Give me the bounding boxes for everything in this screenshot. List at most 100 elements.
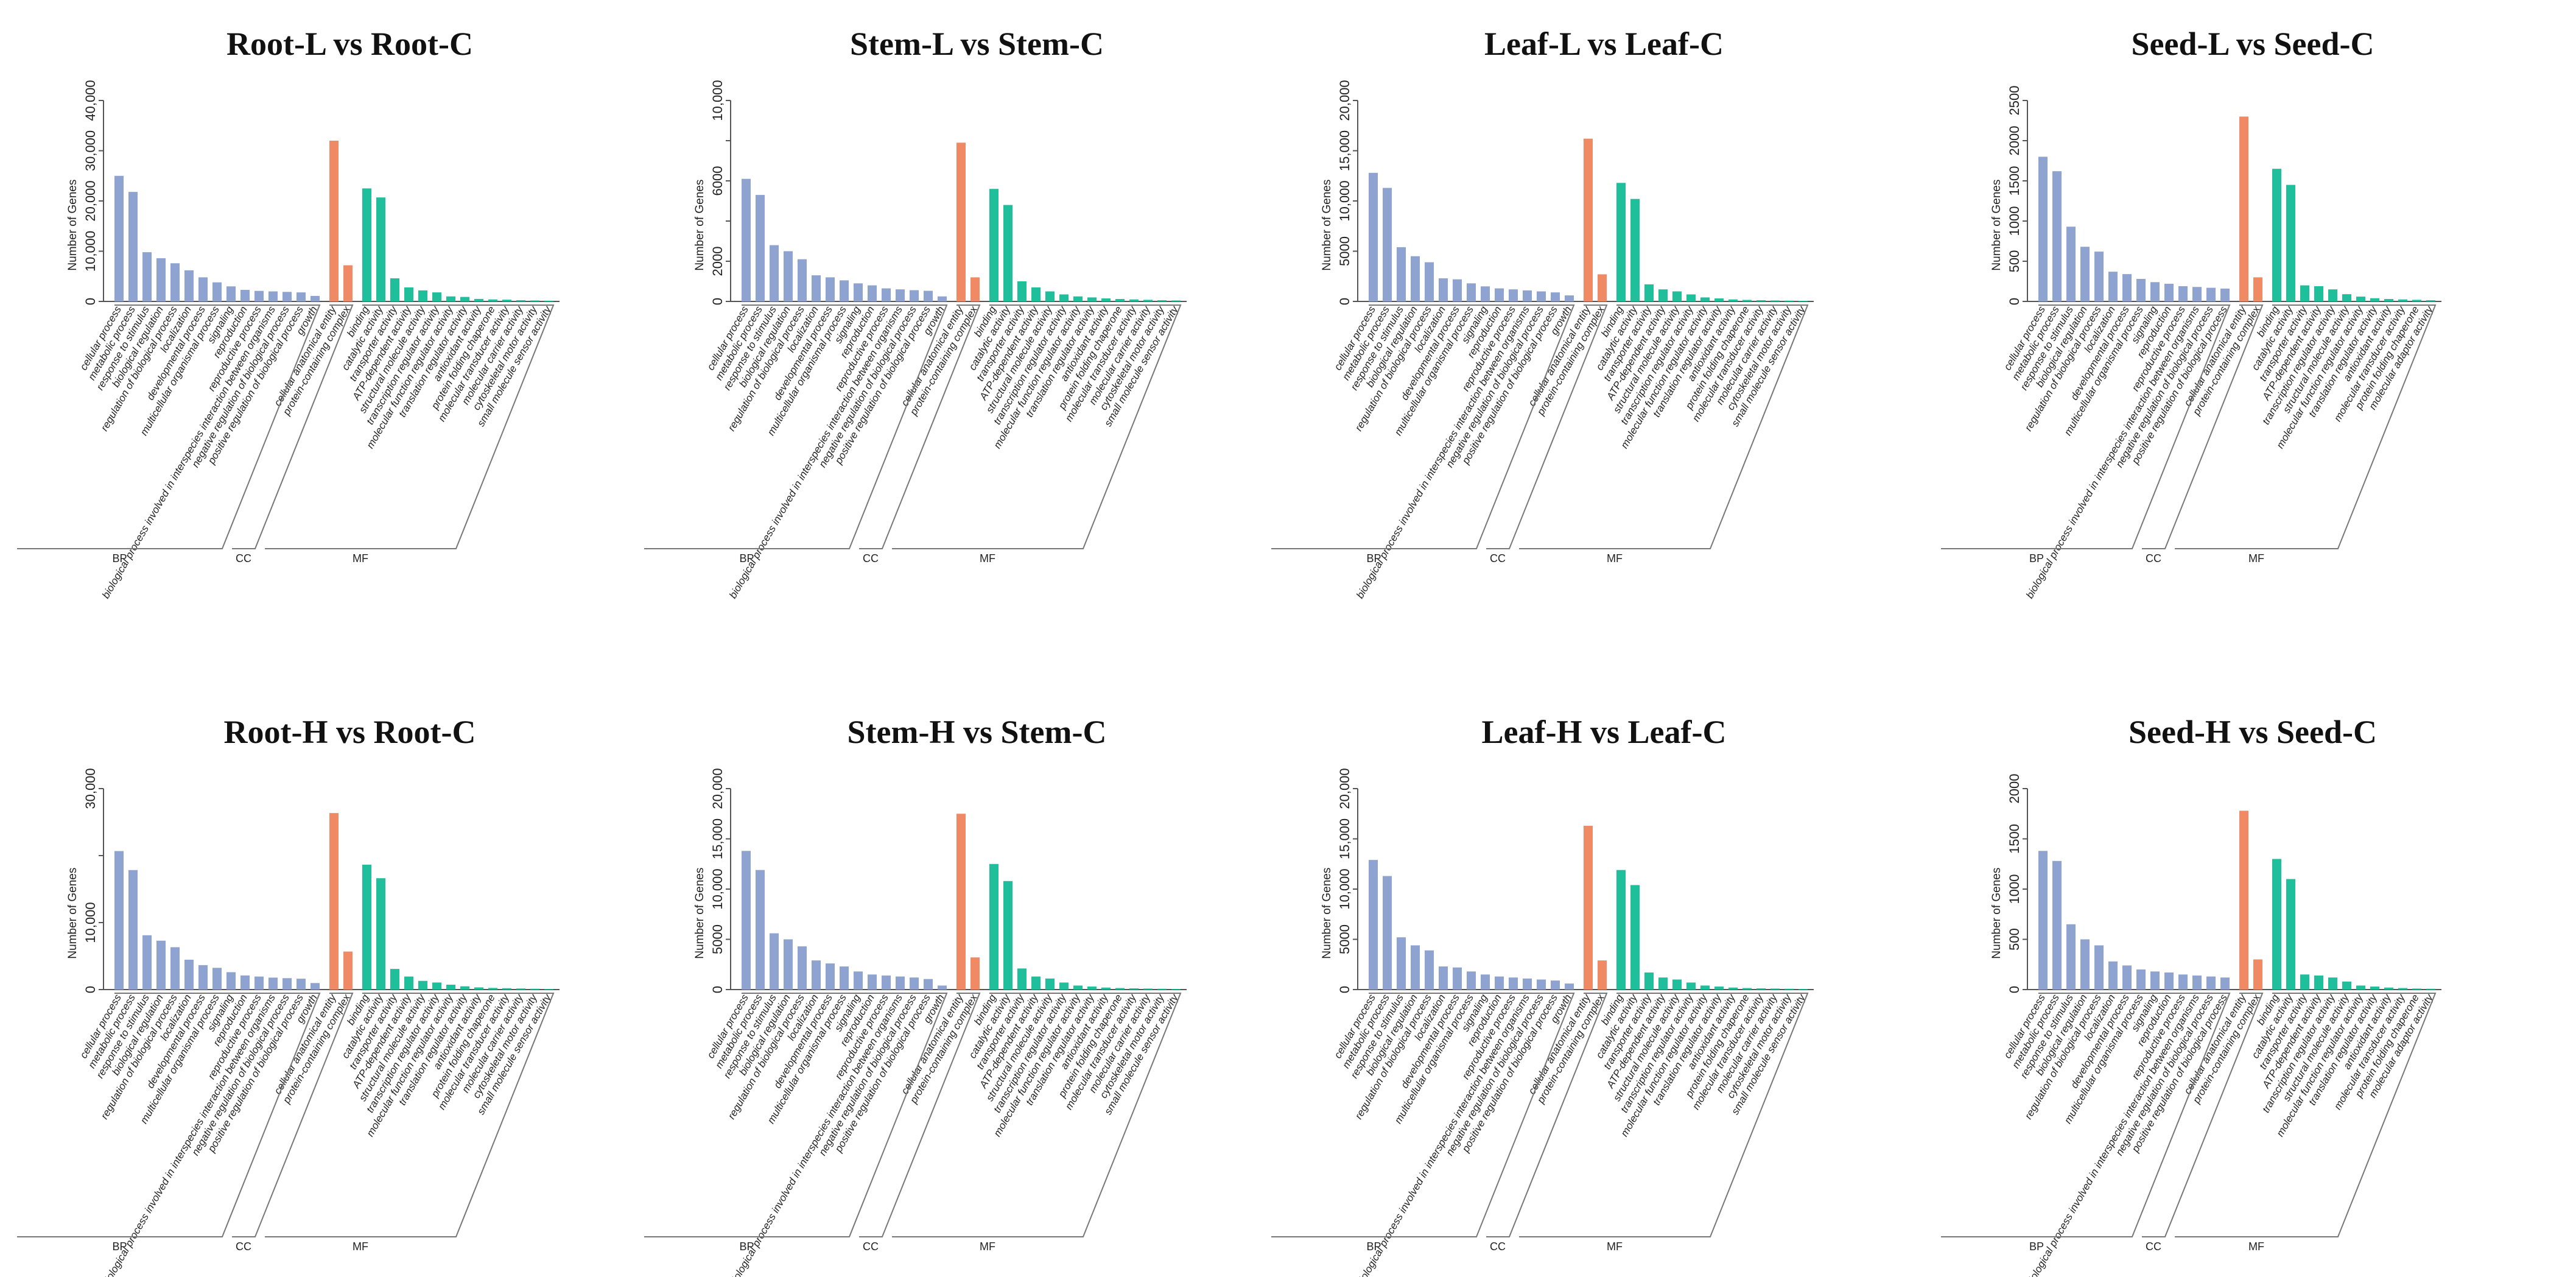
bar-bp-15 xyxy=(311,983,320,990)
bar-mf-13 xyxy=(530,300,539,301)
bar-mf-11 xyxy=(2412,300,2421,301)
group-bracket-mf xyxy=(265,993,555,1237)
bar-mf-6 xyxy=(1686,982,1696,990)
bar-bp-1 xyxy=(742,178,751,301)
bar-mf-3 xyxy=(390,278,399,301)
bar-bp-14 xyxy=(924,979,933,990)
bar-bp-15 xyxy=(938,985,947,990)
y-tick-label: 0 xyxy=(2007,298,2022,305)
bar-bp-15 xyxy=(1565,295,1574,301)
bar-bp-1 xyxy=(114,851,124,990)
bar-bp-8 xyxy=(840,966,849,990)
y-tick-label: 0 xyxy=(83,986,98,993)
bar-bp-6 xyxy=(1439,278,1448,301)
bar-mf-1 xyxy=(362,864,371,990)
bar-mf-9 xyxy=(1101,298,1111,301)
bar-bp-3 xyxy=(2066,227,2076,301)
chart-panel-6: Stem-H vs Stem-C 0 5000 10,000 15,000 20,000 N… xyxy=(644,714,1187,1277)
bar-bp-2 xyxy=(2052,860,2062,990)
bar-mf-10 xyxy=(488,299,497,301)
group-label-cc: CC xyxy=(1490,1240,1506,1253)
group-bracket-mf xyxy=(2175,993,2437,1237)
bar-mf-6 xyxy=(432,292,441,301)
y-tick-label: 10,000 xyxy=(1337,180,1352,221)
y-tick-label: 0 xyxy=(1337,986,1352,993)
bar-bp-7 xyxy=(2122,965,2132,990)
bar-mf-5 xyxy=(2328,289,2337,301)
bar-bp-12 xyxy=(896,976,905,990)
bar-bp-8 xyxy=(2136,969,2146,990)
bar-bp-13 xyxy=(2206,976,2216,990)
bar-bp-5 xyxy=(1425,950,1434,990)
bar-mf-1 xyxy=(1616,870,1626,990)
bar-bp-3 xyxy=(1397,247,1406,301)
group-label-mf: MF xyxy=(980,1240,995,1253)
group-label-cc: CC xyxy=(863,552,879,565)
group-label-mf: MF xyxy=(1607,1240,1623,1253)
bar-mf-8 xyxy=(1087,987,1097,990)
bar-mf-6 xyxy=(432,982,441,990)
bar-bp-4 xyxy=(1411,256,1420,301)
bar-mf-6 xyxy=(2342,294,2351,301)
group-label-cc: CC xyxy=(2146,552,2161,565)
bar-bp-7 xyxy=(826,277,835,301)
group-bracket-cc xyxy=(2142,993,2264,1237)
bar-cc-1 xyxy=(329,813,339,990)
bar-bp-11 xyxy=(2178,286,2188,301)
bar-bp-3 xyxy=(770,933,779,990)
y-tick-label: 2000 xyxy=(2007,126,2022,156)
bar-bp-5 xyxy=(170,947,180,990)
bar-mf-9 xyxy=(2384,987,2393,990)
bar-mf-3 xyxy=(1017,968,1027,990)
group-label-cc: CC xyxy=(236,552,251,565)
bar-mf-6 xyxy=(1686,294,1696,301)
y-tick-label: 2500 xyxy=(2007,86,2022,116)
bar-mf-5 xyxy=(2328,977,2337,990)
bar-mf-10 xyxy=(2398,988,2407,990)
bar-mf-14 xyxy=(1171,989,1181,990)
bar-cc-1 xyxy=(2239,116,2248,301)
bar-bp-9 xyxy=(2150,282,2160,301)
bar-mf-7 xyxy=(1700,297,1710,301)
bar-mf-2 xyxy=(2286,879,2295,990)
group-label-bp: BP xyxy=(112,552,127,565)
bar-bp-5 xyxy=(2094,252,2104,301)
group-bracket-mf xyxy=(1519,304,1809,549)
bar-mf-2 xyxy=(1630,199,1640,301)
bar-bp-5 xyxy=(2094,945,2104,990)
group-label-cc: CC xyxy=(236,1240,251,1253)
bar-cc-1 xyxy=(2239,811,2248,990)
bar-bp-10 xyxy=(1495,288,1504,301)
bar-mf-14 xyxy=(1799,989,1808,990)
group-bracket-bp xyxy=(1271,304,1575,549)
y-axis-title: Number of Genes xyxy=(1990,868,2003,959)
bar-mf-5 xyxy=(418,290,427,301)
bar-bp-7 xyxy=(198,277,208,301)
y-tick-label: 15,000 xyxy=(710,818,725,859)
bar-mf-7 xyxy=(446,984,455,990)
bar-bp-4 xyxy=(784,939,793,990)
bar-bp-12 xyxy=(1523,290,1532,301)
bar-mf-11 xyxy=(2412,988,2421,990)
bar-mf-5 xyxy=(1672,979,1682,990)
bar-mf-14 xyxy=(544,989,553,990)
bar-bp-8 xyxy=(212,968,222,990)
y-tick-label: 10,000 xyxy=(710,80,725,121)
bar-bp-13 xyxy=(283,292,292,301)
bar-mf-11 xyxy=(1757,988,1766,990)
bar-bp-11 xyxy=(882,975,891,990)
bar-cc-2 xyxy=(2253,277,2262,301)
y-tick-label: 0 xyxy=(2007,986,2022,993)
bar-mf-11 xyxy=(1757,300,1766,301)
y-axis-title: Number of Genes xyxy=(1321,868,1333,959)
group-label-bp: BP xyxy=(112,1240,127,1253)
group-label-mf: MF xyxy=(1607,552,1623,565)
bar-bp-10 xyxy=(2164,972,2174,990)
bar-bp-9 xyxy=(854,283,863,301)
bar-mf-3 xyxy=(390,969,399,990)
bar-bp-10 xyxy=(1495,976,1504,990)
bar-bp-12 xyxy=(1523,978,1532,990)
group-bracket-bp xyxy=(1941,304,2231,549)
bar-bp-8 xyxy=(2136,279,2146,301)
